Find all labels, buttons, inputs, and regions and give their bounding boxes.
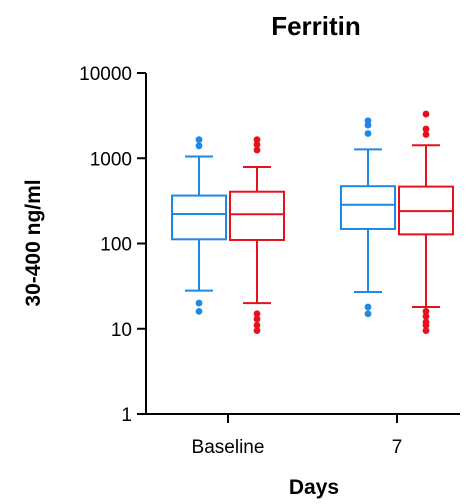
y-tick-label: 1: [121, 405, 132, 426]
outlier-point: [253, 327, 261, 335]
outlier-point: [422, 131, 430, 138]
y-axis-title: 30-400 ng/ml: [22, 179, 45, 306]
outlier-point: [253, 146, 261, 154]
outlier-point: [253, 141, 261, 148]
x-axis-title: Days: [289, 476, 339, 499]
outlier-point: [422, 312, 430, 320]
outlier-point: [195, 136, 203, 144]
outlier-point: [253, 321, 261, 329]
y-tick-label: 10000: [79, 64, 132, 85]
outlier-point: [195, 307, 203, 315]
outlier-point: [422, 110, 430, 118]
outlier-point: [195, 299, 203, 307]
outlier-point: [364, 303, 372, 311]
outlier-point: [253, 315, 261, 323]
chart-title: Ferritin: [271, 11, 361, 41]
outlier-point: [364, 130, 372, 137]
box-iqr: [229, 190, 285, 241]
outlier-point: [195, 142, 203, 150]
y-tick-label: 1000: [90, 149, 132, 170]
outlier-point: [422, 327, 430, 335]
box-iqr: [171, 194, 227, 241]
outlier-point: [422, 307, 430, 315]
outlier-point: [364, 117, 372, 125]
plot-area: 1 10 100 1000 10000 Baseline 7: [79, 64, 460, 458]
outlier-point: [422, 125, 430, 133]
outlier-point: [364, 310, 372, 318]
outlier-point: [422, 321, 430, 329]
outlier-point: [253, 310, 261, 318]
x-tick-label: Baseline: [192, 437, 265, 458]
y-tick-label: 100: [100, 235, 132, 256]
box-iqr: [340, 185, 396, 230]
outlier-point: [253, 136, 261, 144]
y-tick-label: 10: [111, 320, 132, 341]
x-tick-label: 7: [392, 437, 403, 458]
